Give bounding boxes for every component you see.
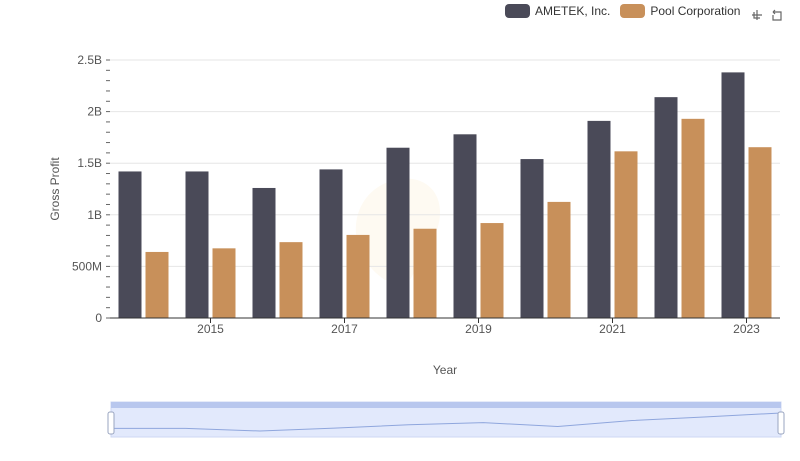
legend-label-pool: Pool Corporation — [650, 4, 741, 18]
bar-pool-2014[interactable] — [145, 251, 169, 318]
x-tick-label: 2023 — [733, 322, 760, 336]
bar-ametek-2021[interactable] — [587, 120, 611, 318]
zoom-preview-line — [111, 412, 782, 432]
zoom-handle-left[interactable] — [107, 411, 115, 435]
bar-ametek-2017[interactable] — [319, 169, 343, 318]
legend-item-ametek[interactable]: AMETEK, Inc. — [505, 4, 610, 18]
zoom-select-icon[interactable] — [748, 6, 766, 24]
legend-swatch-pool — [620, 4, 646, 18]
bars — [118, 72, 772, 318]
bar-pool-2015[interactable] — [212, 248, 236, 318]
zoom-move-bar[interactable] — [111, 402, 781, 408]
x-tick-label: 2015 — [197, 322, 224, 336]
bar-pool-2018[interactable] — [413, 228, 437, 318]
x-tick-label: 2021 — [599, 322, 626, 336]
x-tick-label: 2017 — [331, 322, 358, 336]
axes: 0 500M 1B 1.5B 2B 2.5B 2015 2017 2019 2021 2023 — [72, 53, 780, 336]
bar-pool-2016[interactable] — [279, 242, 303, 318]
bar-ametek-2020[interactable] — [520, 159, 544, 318]
bar-ametek-2014[interactable] — [118, 171, 142, 318]
y-tick-label: 2B — [87, 105, 102, 119]
bar-pool-2021[interactable] — [614, 151, 638, 318]
zoom-handle-right[interactable] — [777, 411, 785, 435]
bar-ametek-2015[interactable] — [185, 171, 209, 318]
bar-ametek-2019[interactable] — [453, 134, 477, 318]
bar-ametek-2018[interactable] — [386, 147, 410, 318]
x-tick-label: 2019 — [465, 322, 492, 336]
data-zoom-slider[interactable] — [107, 401, 785, 438]
bar-pool-2023[interactable] — [748, 147, 772, 318]
bar-pool-2017[interactable] — [346, 234, 370, 318]
y-tick-label: 2.5B — [77, 53, 102, 67]
bar-pool-2022[interactable] — [681, 118, 705, 318]
grid-lines — [110, 59, 780, 267]
toolbox — [746, 6, 786, 24]
bar-pool-2019[interactable] — [480, 223, 504, 318]
y-axis-title: Gross Profit — [48, 157, 62, 221]
bar-ametek-2022[interactable] — [654, 97, 678, 318]
bar-pool-2020[interactable] — [547, 201, 571, 318]
y-tick-label: 1B — [87, 208, 102, 222]
y-tick-label: 0 — [95, 311, 102, 325]
y-tick-label: 500M — [72, 259, 102, 273]
legend-label-ametek: AMETEK, Inc. — [535, 4, 611, 18]
bar-ametek-2016[interactable] — [252, 187, 276, 318]
y-tick-label: 1.5B — [77, 156, 102, 170]
zoom-reset-icon[interactable] — [768, 6, 786, 24]
legend-swatch-ametek — [505, 4, 530, 18]
bar-ametek-2023[interactable] — [721, 72, 745, 318]
x-axis-title: Year — [433, 363, 457, 377]
legend-item-pool[interactable]: Pool Corporation — [620, 4, 740, 18]
legend: AMETEK, Inc. Pool Corporation — [505, 4, 750, 18]
